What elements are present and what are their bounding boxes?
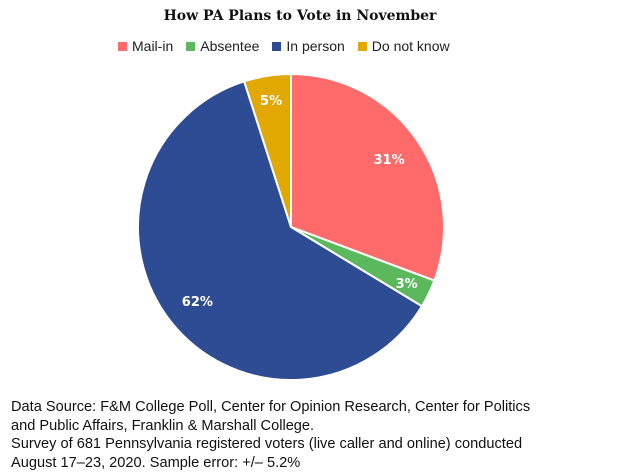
chart-title: How PA Plans to Vote in November — [163, 8, 437, 24]
legend-label-do-not-know: Do not know — [371, 38, 450, 54]
legend-swatch-do-not-know — [357, 41, 367, 51]
legend-item-do-not-know: Do not know — [357, 38, 450, 54]
legend-label-in-person: In person — [286, 38, 345, 54]
legend-swatch-mail-in — [118, 41, 127, 51]
legend-swatch-in-person — [272, 41, 282, 51]
legend-swatch-absentee — [186, 41, 196, 51]
source-line-3: Survey of 681 Pennsylvania registered vo… — [11, 436, 523, 453]
source-note: Data Source: F&M College Poll, Center fo… — [11, 398, 621, 472]
pie-slice-do-not-know — [242, 72, 292, 228]
pie-slice-mail-in — [290, 72, 445, 282]
legend-label-mail-in: Mail-in — [132, 38, 174, 54]
legend-item-in-person: In person — [272, 38, 345, 54]
slice-label-absentee: 3% — [396, 277, 418, 292]
slice-label-do-not-know: 5% — [260, 94, 282, 109]
slice-label-in-person: 62% — [182, 295, 213, 310]
legend-label-absentee: Absentee — [200, 38, 260, 54]
slice-label-mail-in: 31% — [373, 153, 404, 168]
source-line-4: August 17–23, 2020. Sample error: +/– 5.… — [11, 454, 301, 471]
source-line-1: Data Source: F&M College Poll, Center fo… — [11, 399, 531, 415]
legend-item-absentee: Absentee — [186, 38, 259, 54]
chart-legend: Mail-in Absentee In person Do not know — [118, 38, 463, 54]
pie-slice-in-person — [137, 80, 424, 381]
source-line-2: and Public Affairs, Franklin & Marshall … — [11, 417, 315, 434]
legend-item-mail-in: Mail-in — [118, 38, 173, 54]
